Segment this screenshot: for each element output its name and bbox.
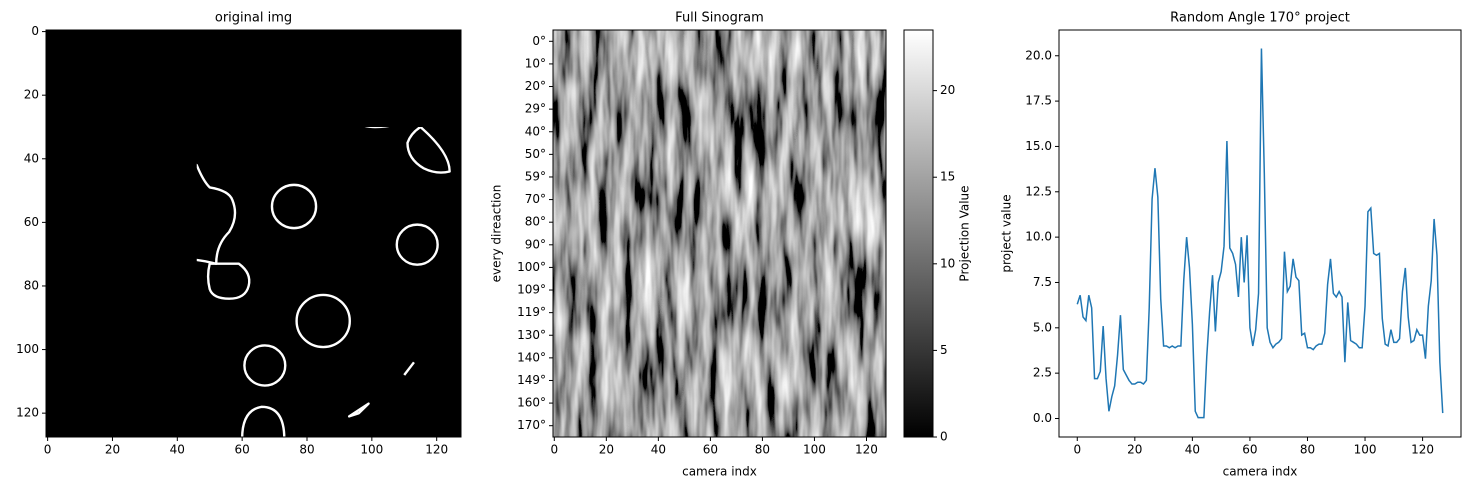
y-tick-label: 59°: [525, 169, 546, 183]
y-tick-label: 20.0: [1025, 48, 1052, 62]
x-tick-label: 80: [755, 443, 770, 457]
y-tick-label: 130°: [517, 328, 546, 342]
y-axis-label: project value: [1000, 194, 1014, 272]
y-tick-label: 10°: [525, 56, 546, 70]
y-tick-label: 100: [16, 342, 39, 356]
x-tick-label: 80: [299, 443, 314, 457]
colorbar-tick-label: 10: [940, 256, 955, 270]
y-tick-label: 109°: [517, 283, 546, 297]
image-contours: [61, 32, 450, 439]
y-tick-label: 17.5: [1025, 94, 1052, 108]
y-tick-label: 7.5: [1033, 275, 1052, 289]
y-tick-label: 12.5: [1025, 184, 1052, 198]
y-tick-label: 80°: [525, 215, 546, 229]
y-tick-label: 120: [16, 406, 39, 420]
x-tick-label: 100: [1354, 443, 1377, 457]
y-tick-label: 70°: [525, 192, 546, 206]
y-tick-label: 0: [31, 24, 39, 38]
x-tick-label: 60: [703, 443, 718, 457]
x-tick-label: 40: [170, 443, 185, 457]
y-tick-label: 20: [24, 88, 39, 102]
y-tick-label: 90°: [525, 237, 546, 251]
y-tick-label: 5.0: [1033, 320, 1052, 334]
colorbar-label: Projection Value: [958, 185, 972, 281]
y-tick-label: 40: [24, 151, 39, 165]
x-axis-label: camera indx: [1223, 465, 1298, 479]
y-tick-label: 29°: [525, 102, 546, 116]
y-tick-label: 60: [24, 215, 39, 229]
x-tick-label: 100: [360, 443, 383, 457]
panel-title: original img: [215, 11, 292, 26]
y-tick-label: 40°: [525, 124, 546, 138]
y-tick-label: 0.0: [1033, 411, 1052, 425]
y-tick-label: 160°: [517, 396, 546, 410]
data-line: [1076, 48, 1444, 419]
x-tick-label: 0: [1073, 443, 1081, 457]
y-tick-label: 100°: [517, 260, 546, 274]
y-tick-label: 2.5: [1033, 366, 1052, 380]
y-axis-label: every direaction: [490, 185, 504, 283]
x-tick-label: 60: [1242, 443, 1257, 457]
y-tick-label: 140°: [517, 350, 546, 364]
y-tick-label: 80: [24, 278, 39, 292]
x-tick-label: 0: [550, 443, 558, 457]
x-tick-label: 0: [44, 443, 52, 457]
x-tick-label: 120: [855, 443, 878, 457]
panel-title: Full Sinogram: [675, 11, 764, 26]
x-tick-label: 80: [1300, 443, 1315, 457]
colorbar-frame: [903, 29, 934, 438]
x-tick-label: 20: [105, 443, 120, 457]
y-tick-label: 20°: [525, 79, 546, 93]
colorbar-tick-label: 15: [940, 170, 955, 184]
x-tick-label: 60: [235, 443, 250, 457]
y-tick-label: 10.0: [1025, 230, 1052, 244]
x-tick-label: 40: [651, 443, 666, 457]
axes-frame: [1058, 29, 1462, 438]
x-tick-label: 120: [425, 443, 448, 457]
axes-frame: [552, 29, 887, 438]
colorbar-tick-label: 5: [940, 343, 948, 357]
y-tick-label: 170°: [517, 418, 546, 432]
sinogram-image: [553, 30, 886, 437]
x-tick-label: 120: [1411, 443, 1434, 457]
x-tick-label: 20: [599, 443, 614, 457]
x-tick-label: 20: [1127, 443, 1142, 457]
y-tick-label: 119°: [517, 305, 546, 319]
panel-title: Random Angle 170° project: [1170, 11, 1350, 26]
axes-frame: [45, 29, 462, 438]
x-axis-label: camera indx: [682, 465, 757, 479]
colorbar-tick-label: 20: [940, 83, 955, 97]
x-tick-label: 100: [803, 443, 826, 457]
y-tick-label: 15.0: [1025, 139, 1052, 153]
y-tick-label: 0°: [532, 34, 546, 48]
colorbar: [903, 29, 934, 438]
x-tick-label: 40: [1185, 443, 1200, 457]
image-background: [46, 30, 461, 437]
y-tick-label: 149°: [517, 373, 546, 387]
colorbar-tick-label: 0: [940, 430, 948, 444]
y-tick-label: 50°: [525, 147, 546, 161]
